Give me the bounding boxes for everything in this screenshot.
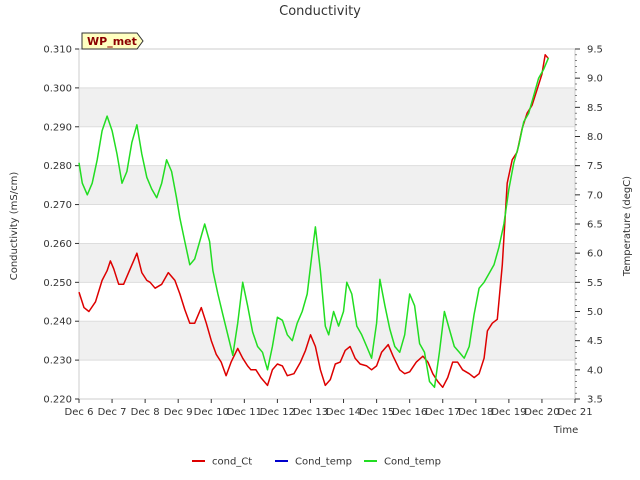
x-tick-label: Dec 10 xyxy=(194,407,229,418)
y2-tick-label: 9.0 xyxy=(587,74,603,85)
x-tick-label: Dec 6 xyxy=(65,407,94,418)
legend-label: cond_Ct xyxy=(212,457,252,468)
station-badge-label: WP_met xyxy=(87,35,137,48)
y2-tick-label: 7.5 xyxy=(587,161,603,172)
y2-tick-label: 4.0 xyxy=(587,365,603,376)
background-band xyxy=(79,165,575,205)
x-tick-label: Dec 16 xyxy=(392,407,427,418)
y2-tick-label: 5.0 xyxy=(587,307,603,318)
background-bands xyxy=(79,87,575,361)
legend: cond_Ct Cond_temp Cond_temp xyxy=(192,457,441,468)
y2-tick-label: 6.0 xyxy=(587,249,603,260)
background-band xyxy=(79,87,575,127)
y2-tick-label: 8.0 xyxy=(587,132,603,143)
x-tick-label: Dec 12 xyxy=(260,407,295,418)
legend-label: Cond_temp xyxy=(295,457,352,468)
station-badge: WP_met xyxy=(81,32,144,50)
y2-tick-label: 9.5 xyxy=(587,45,603,56)
background-band xyxy=(79,243,575,283)
x-axis-label: Time xyxy=(553,425,578,436)
y-tick-label: 0.220 xyxy=(43,395,72,406)
x-tick-label: Dec 8 xyxy=(131,407,160,418)
x-tick-label: Dec 9 xyxy=(164,407,193,418)
x-tick-label: Dec 19 xyxy=(491,407,526,418)
x-tick-label: Dec 14 xyxy=(326,407,361,418)
x-tick-label: Dec 18 xyxy=(458,407,493,418)
y-axis-right: 3.5 4.0 4.5 5.0 5.5 6.0 6.5 7.0 7.5 8.0 8.5 9.0 9.5 xyxy=(575,45,603,406)
y2-tick-label: 5.5 xyxy=(587,278,603,289)
series-line-cond-temp xyxy=(78,57,550,389)
y2-tick-label: 3.5 xyxy=(587,395,603,406)
y2-tick-label: 4.5 xyxy=(587,336,603,347)
y-tick-label: 0.290 xyxy=(43,122,72,133)
series-line-cond-ct xyxy=(78,54,550,389)
y2-axis-label: Temperature (degC) xyxy=(622,176,633,277)
y-tick-label: 0.240 xyxy=(43,317,72,328)
x-tick-label: Dec 7 xyxy=(98,407,127,418)
y-tick-label: 0.230 xyxy=(43,356,72,367)
y-tick-label: 0.280 xyxy=(43,161,72,172)
y-axis-label: Conductivity (mS/cm) xyxy=(9,172,20,281)
chart-title: Conductivity xyxy=(279,4,361,19)
x-tick-label: Dec 21 xyxy=(557,407,592,418)
x-tick-label: Dec 20 xyxy=(524,407,559,418)
background-band xyxy=(79,321,575,361)
x-tick-label: Dec 13 xyxy=(293,407,328,418)
y2-tick-label: 7.0 xyxy=(587,190,603,201)
series-layer xyxy=(78,54,550,389)
x-tick-label: Dec 15 xyxy=(359,407,394,418)
y-tick-label: 0.310 xyxy=(43,45,72,56)
y-tick-label: 0.260 xyxy=(43,239,72,250)
y-tick-label: 0.300 xyxy=(43,83,72,94)
y-tick-label: 0.250 xyxy=(43,278,72,289)
y-axis-left: 0.220 0.230 0.240 0.250 0.260 0.270 0.280 0.290… xyxy=(43,45,79,406)
y2-tick-label: 8.5 xyxy=(587,103,603,114)
legend-label: Cond_temp xyxy=(384,457,441,468)
x-tick-label: Dec 17 xyxy=(425,407,460,418)
y-tick-label: 0.270 xyxy=(43,200,72,211)
x-tick-label: Dec 11 xyxy=(227,407,262,418)
y2-tick-label: 6.5 xyxy=(587,220,603,231)
